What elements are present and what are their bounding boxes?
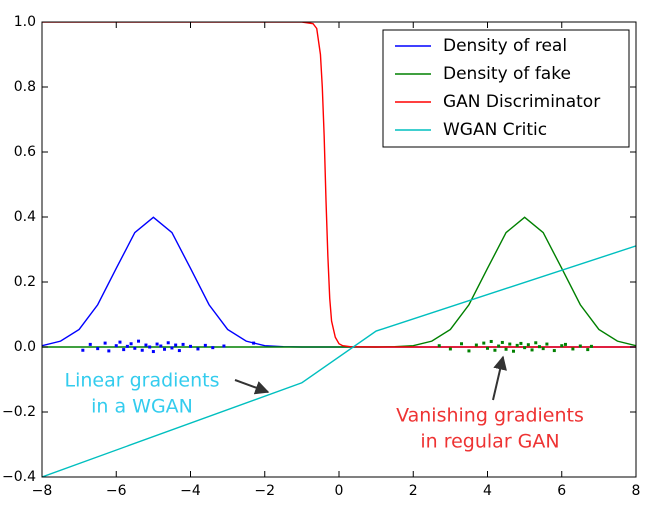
sample-point [166,341,170,345]
sample-point [523,346,527,350]
sample-point [497,344,501,348]
legend-label: WGAN Critic [443,120,547,140]
sample-point [448,347,452,351]
sample-point [144,343,148,347]
sample-point [181,342,185,346]
sample-point [151,350,155,354]
sample-point [163,347,167,351]
sample-point [96,347,100,351]
sample-point [482,341,486,345]
sample-point [103,341,107,345]
sample-point [537,345,541,349]
legend-label: Density of fake [443,64,571,84]
sample-point [504,347,508,351]
sample-point [552,349,556,353]
sample-point [437,344,441,348]
arrow [492,355,507,401]
sample-point [203,343,207,347]
sample-point [526,343,530,347]
x-tick-label: 8 [632,483,641,499]
sample-point [545,342,549,346]
x-tick-label: −6 [106,483,127,499]
x-tick-label: 6 [557,483,566,499]
sample-point [189,344,192,348]
sample-point [159,344,163,348]
sample-point [534,341,538,345]
legend: Density of real Density of fake GAN Discri… [382,29,630,148]
sample-point [474,343,478,347]
sample-point [140,348,144,352]
sample-point [148,345,152,349]
sample-point [252,341,256,345]
sample-point [155,342,159,346]
y-tick-label: 1.0 [14,14,36,30]
sample-point [511,349,515,353]
annotation: in a WGAN [91,396,193,418]
legend-box [382,29,630,148]
sample-point [133,346,137,350]
sample-point [88,342,92,346]
sample-point [578,344,582,348]
sample-point [174,343,178,347]
sample-point [137,339,141,343]
sample-point [541,347,545,351]
series-line [42,245,636,477]
sample-point [489,339,493,343]
y-tick-label: 0.0 [14,339,36,355]
sample-point [560,344,564,348]
x-tick-label: −2 [254,483,275,499]
sample-point [586,348,590,352]
sample-point [508,342,512,346]
series-line [42,216,636,348]
sample-point [125,344,129,348]
sample-point [114,344,118,348]
sample-point [589,344,593,348]
sample-point [81,348,85,352]
x-tick-label: 0 [335,483,344,499]
sample-point [122,348,126,352]
arrow [234,379,270,395]
sample-point [493,348,497,352]
x-tick-label: −8 [32,483,53,499]
legend-label: GAN Discriminator [443,92,600,112]
sample-point [530,348,534,352]
sample-point [129,342,133,346]
sample-point [486,346,489,350]
x-tick-label: 4 [483,483,492,499]
sample-point [571,347,575,351]
sample-point [222,344,226,348]
plot-area [42,22,636,477]
annotation: Linear gradients [64,370,219,392]
sample-point [500,340,504,344]
series-line [42,22,636,348]
sample-point [519,341,523,345]
y-tick-label: −0.4 [2,469,36,485]
sample-point [563,342,567,346]
sample-point [467,349,471,353]
x-tick-label: −4 [180,483,201,499]
sample-point [196,347,200,351]
plot-frame [41,21,637,478]
y-tick-label: −0.2 [2,404,36,420]
sample-point [170,346,174,350]
sample-point [118,340,122,344]
y-tick-label: 0.4 [14,209,36,225]
sample-point [211,346,215,350]
y-tick-label: 0.6 [14,144,36,160]
annotation: in regular GAN [420,431,559,453]
x-tick-label: 2 [409,483,418,499]
sample-point [515,343,519,347]
annotation: Vanishing gradients [396,405,584,427]
sample-point [107,349,111,353]
y-tick-label: 0.8 [14,79,36,95]
sample-point [177,349,181,353]
legend-label: Density of real [443,36,567,56]
sample-point [460,342,464,346]
y-tick-label: 0.2 [14,274,36,290]
series-line [42,216,636,348]
